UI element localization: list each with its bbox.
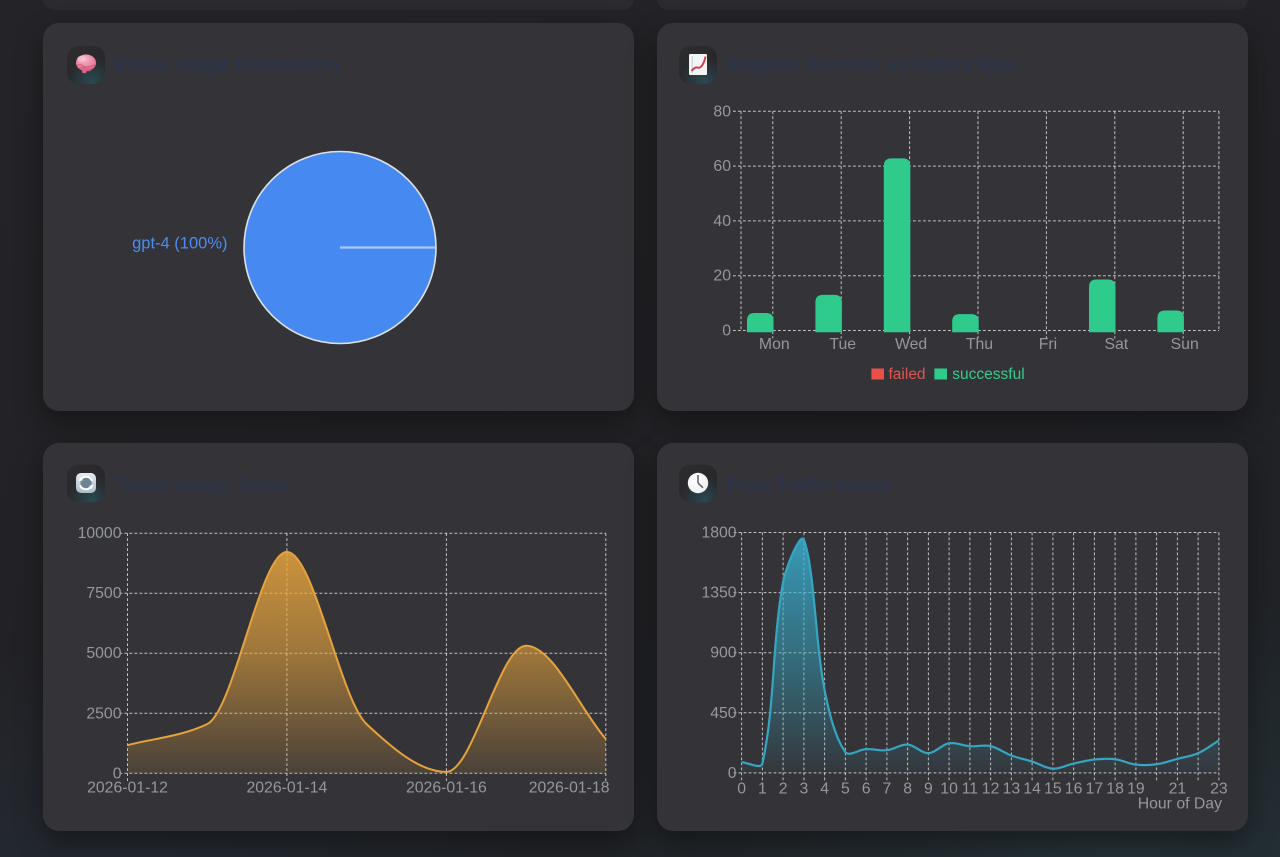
svg-text:Hour of Day: Hour of Day <box>1138 796 1222 813</box>
svg-text:2026-01-16: 2026-01-16 <box>406 780 487 797</box>
svg-text:19: 19 <box>1127 781 1145 798</box>
svg-text:failed: failed <box>889 366 926 383</box>
svg-text:6: 6 <box>862 781 871 798</box>
svg-text:0: 0 <box>737 781 746 798</box>
svg-text:13: 13 <box>1003 781 1021 798</box>
svg-text:2026-01-14: 2026-01-14 <box>246 780 327 797</box>
svg-text:1: 1 <box>758 781 767 798</box>
svg-text:1350: 1350 <box>701 585 736 602</box>
svg-text:16: 16 <box>1065 781 1083 798</box>
svg-text:Sat: Sat <box>1104 336 1128 353</box>
svg-text:2026-01-18: 2026-01-18 <box>529 780 610 797</box>
svg-text:11: 11 <box>962 781 979 798</box>
svg-text:Sun: Sun <box>1171 336 1199 353</box>
svg-text:0: 0 <box>728 765 737 782</box>
svg-text:4: 4 <box>820 781 829 798</box>
svg-text:gpt-4 (100%): gpt-4 (100%) <box>132 235 227 253</box>
svg-text:9: 9 <box>924 781 933 798</box>
svg-text:450: 450 <box>710 705 737 722</box>
svg-text:15: 15 <box>1044 781 1062 798</box>
svg-text:3: 3 <box>800 781 809 798</box>
svg-text:Mon: Mon <box>759 336 790 353</box>
svg-text:20: 20 <box>713 268 731 285</box>
svg-text:7500: 7500 <box>86 585 121 602</box>
svg-text:10: 10 <box>940 781 958 798</box>
svg-text:10000: 10000 <box>78 525 122 542</box>
svg-text:7: 7 <box>883 781 892 798</box>
svg-text:Wed: Wed <box>895 336 927 353</box>
svg-text:21: 21 <box>1169 781 1187 798</box>
svg-text:60: 60 <box>713 158 731 175</box>
svg-text:Fri: Fri <box>1039 336 1057 353</box>
svg-text:17: 17 <box>1086 781 1104 798</box>
svg-text:0: 0 <box>113 765 122 782</box>
svg-text:12: 12 <box>982 781 1000 798</box>
svg-text:successful: successful <box>952 366 1024 383</box>
svg-text:14: 14 <box>1023 781 1041 798</box>
svg-text:Thu: Thu <box>966 336 993 353</box>
svg-text:5000: 5000 <box>86 645 121 662</box>
svg-text:5: 5 <box>841 781 850 798</box>
svg-text:0: 0 <box>722 323 731 340</box>
svg-text:40: 40 <box>713 213 731 230</box>
svg-text:23: 23 <box>1210 781 1228 798</box>
svg-text:18: 18 <box>1106 781 1124 798</box>
svg-text:8: 8 <box>903 781 912 798</box>
svg-text:2026-01-12: 2026-01-12 <box>87 780 168 797</box>
svg-text:900: 900 <box>710 645 737 662</box>
svg-text:Tue: Tue <box>829 336 856 353</box>
svg-text:2500: 2500 <box>86 705 121 722</box>
svg-text:2: 2 <box>779 781 788 798</box>
svg-text:1800: 1800 <box>701 525 736 542</box>
svg-text:80: 80 <box>713 103 731 120</box>
